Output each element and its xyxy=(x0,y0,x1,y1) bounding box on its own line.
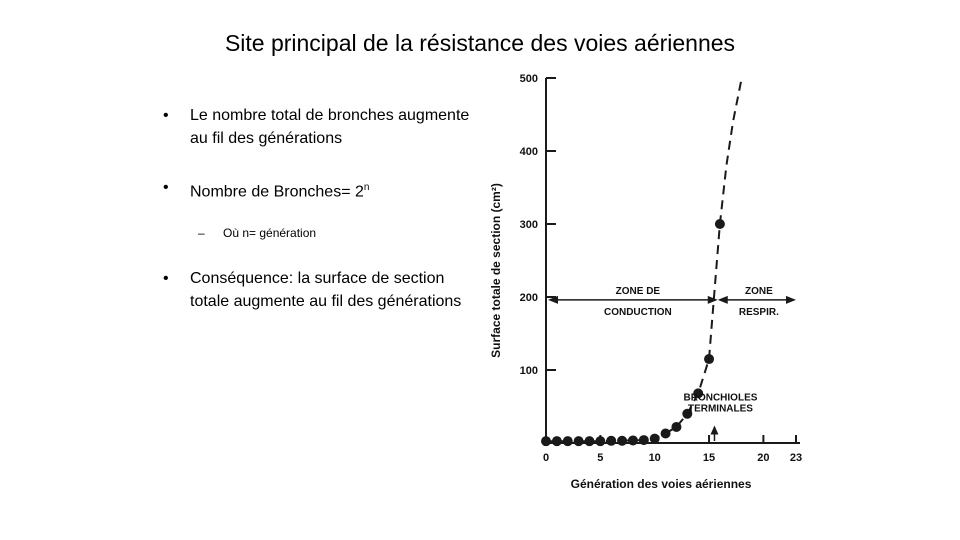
bullet-dot-icon: • xyxy=(163,179,169,196)
data-point xyxy=(606,435,617,446)
bullet-item: • Le nombre total de bronches augmente a… xyxy=(160,104,470,150)
data-point xyxy=(682,408,693,419)
data-point xyxy=(638,435,649,446)
slide-title: Site principal de la résistance des voie… xyxy=(224,30,736,56)
data-point xyxy=(704,354,715,365)
sub-bullet-text: Où n= génération xyxy=(223,226,317,241)
data-point xyxy=(584,436,595,447)
data-point xyxy=(693,388,704,399)
bullet-text: Le nombre total de bronches augmente au … xyxy=(190,107,470,147)
y-tick-label: 300 xyxy=(520,219,538,231)
data-point xyxy=(714,219,725,229)
zone-conduction-label-line2: CONDUCTION xyxy=(604,307,672,318)
airway-area-chart: 100 200 300 400 500 0 5 10 15 20 23 ZONE DE CONDUCT… xyxy=(489,73,802,491)
chart-points-layer xyxy=(541,219,725,447)
bullet-item: • Nombre de Bronches= 2n xyxy=(160,176,470,203)
chart-ticks: 100 200 300 400 500 0 5 10 15 20 23 xyxy=(520,73,802,464)
dashed-curve xyxy=(546,77,743,443)
data-point xyxy=(660,428,671,439)
x-axis-title: Génération des voies aériennes xyxy=(571,477,752,491)
bullet-text: Conséquence: la surface de section total… xyxy=(190,270,462,311)
data-point xyxy=(551,436,562,447)
x-tick-label: 15 xyxy=(703,452,715,464)
chart-axes xyxy=(545,78,800,444)
arrowhead-right xyxy=(786,295,796,304)
bronchioles-label-line2: TERMINALES xyxy=(688,404,753,415)
data-point xyxy=(671,421,682,432)
zone-respir-label-line2: RESPIR. xyxy=(739,307,779,318)
data-point xyxy=(627,435,638,446)
chart-curve-layer xyxy=(546,77,743,443)
x-tick-label: 23 xyxy=(790,452,802,464)
data-point xyxy=(573,436,584,447)
bronchioles-label-line1: BRONCHIOLES xyxy=(684,393,758,404)
bullet-list: • Le nombre total de bronches augmente a… xyxy=(160,104,470,313)
bullet-item: • Conséquence: la surface de section tot… xyxy=(160,267,470,313)
y-tick-label: 400 xyxy=(520,146,538,158)
x-tick-label: 5 xyxy=(597,452,603,464)
data-point xyxy=(595,436,606,447)
arrowhead-left xyxy=(548,295,558,304)
sub-bullet-item: – Où n= génération xyxy=(160,225,470,241)
y-tick-label: 500 xyxy=(520,73,538,85)
bullet-dot-icon: • xyxy=(163,270,169,288)
y-tick-label: 200 xyxy=(520,292,538,304)
bullet-text: Nombre de Bronches= 2 xyxy=(190,183,364,201)
x-tick-label: 20 xyxy=(757,452,769,464)
x-tick-label: 10 xyxy=(649,452,661,464)
arrowhead-mid-left xyxy=(707,295,718,304)
y-axis-title: Surface totale de section (cm²) xyxy=(489,183,503,358)
data-point xyxy=(617,435,628,446)
bullet-dot-icon: • xyxy=(163,107,169,124)
data-point xyxy=(562,436,573,447)
dash-icon: – xyxy=(198,226,205,241)
zone-respir-label-line1: ZONE xyxy=(745,286,773,297)
data-point xyxy=(541,436,551,447)
bullet-superscript: n xyxy=(363,182,370,193)
bronchioles-arrowhead xyxy=(710,425,719,435)
arrowhead-mid-right xyxy=(717,295,728,304)
zone-conduction-label-line1: ZONE DE xyxy=(616,286,661,297)
x-tick-label: 0 xyxy=(543,452,549,464)
chart-annotations: ZONE DE CONDUCTION ZONE RESPIR. BRONCHIOLEST… xyxy=(548,286,796,441)
data-point xyxy=(649,433,660,444)
y-tick-label: 100 xyxy=(520,365,538,377)
